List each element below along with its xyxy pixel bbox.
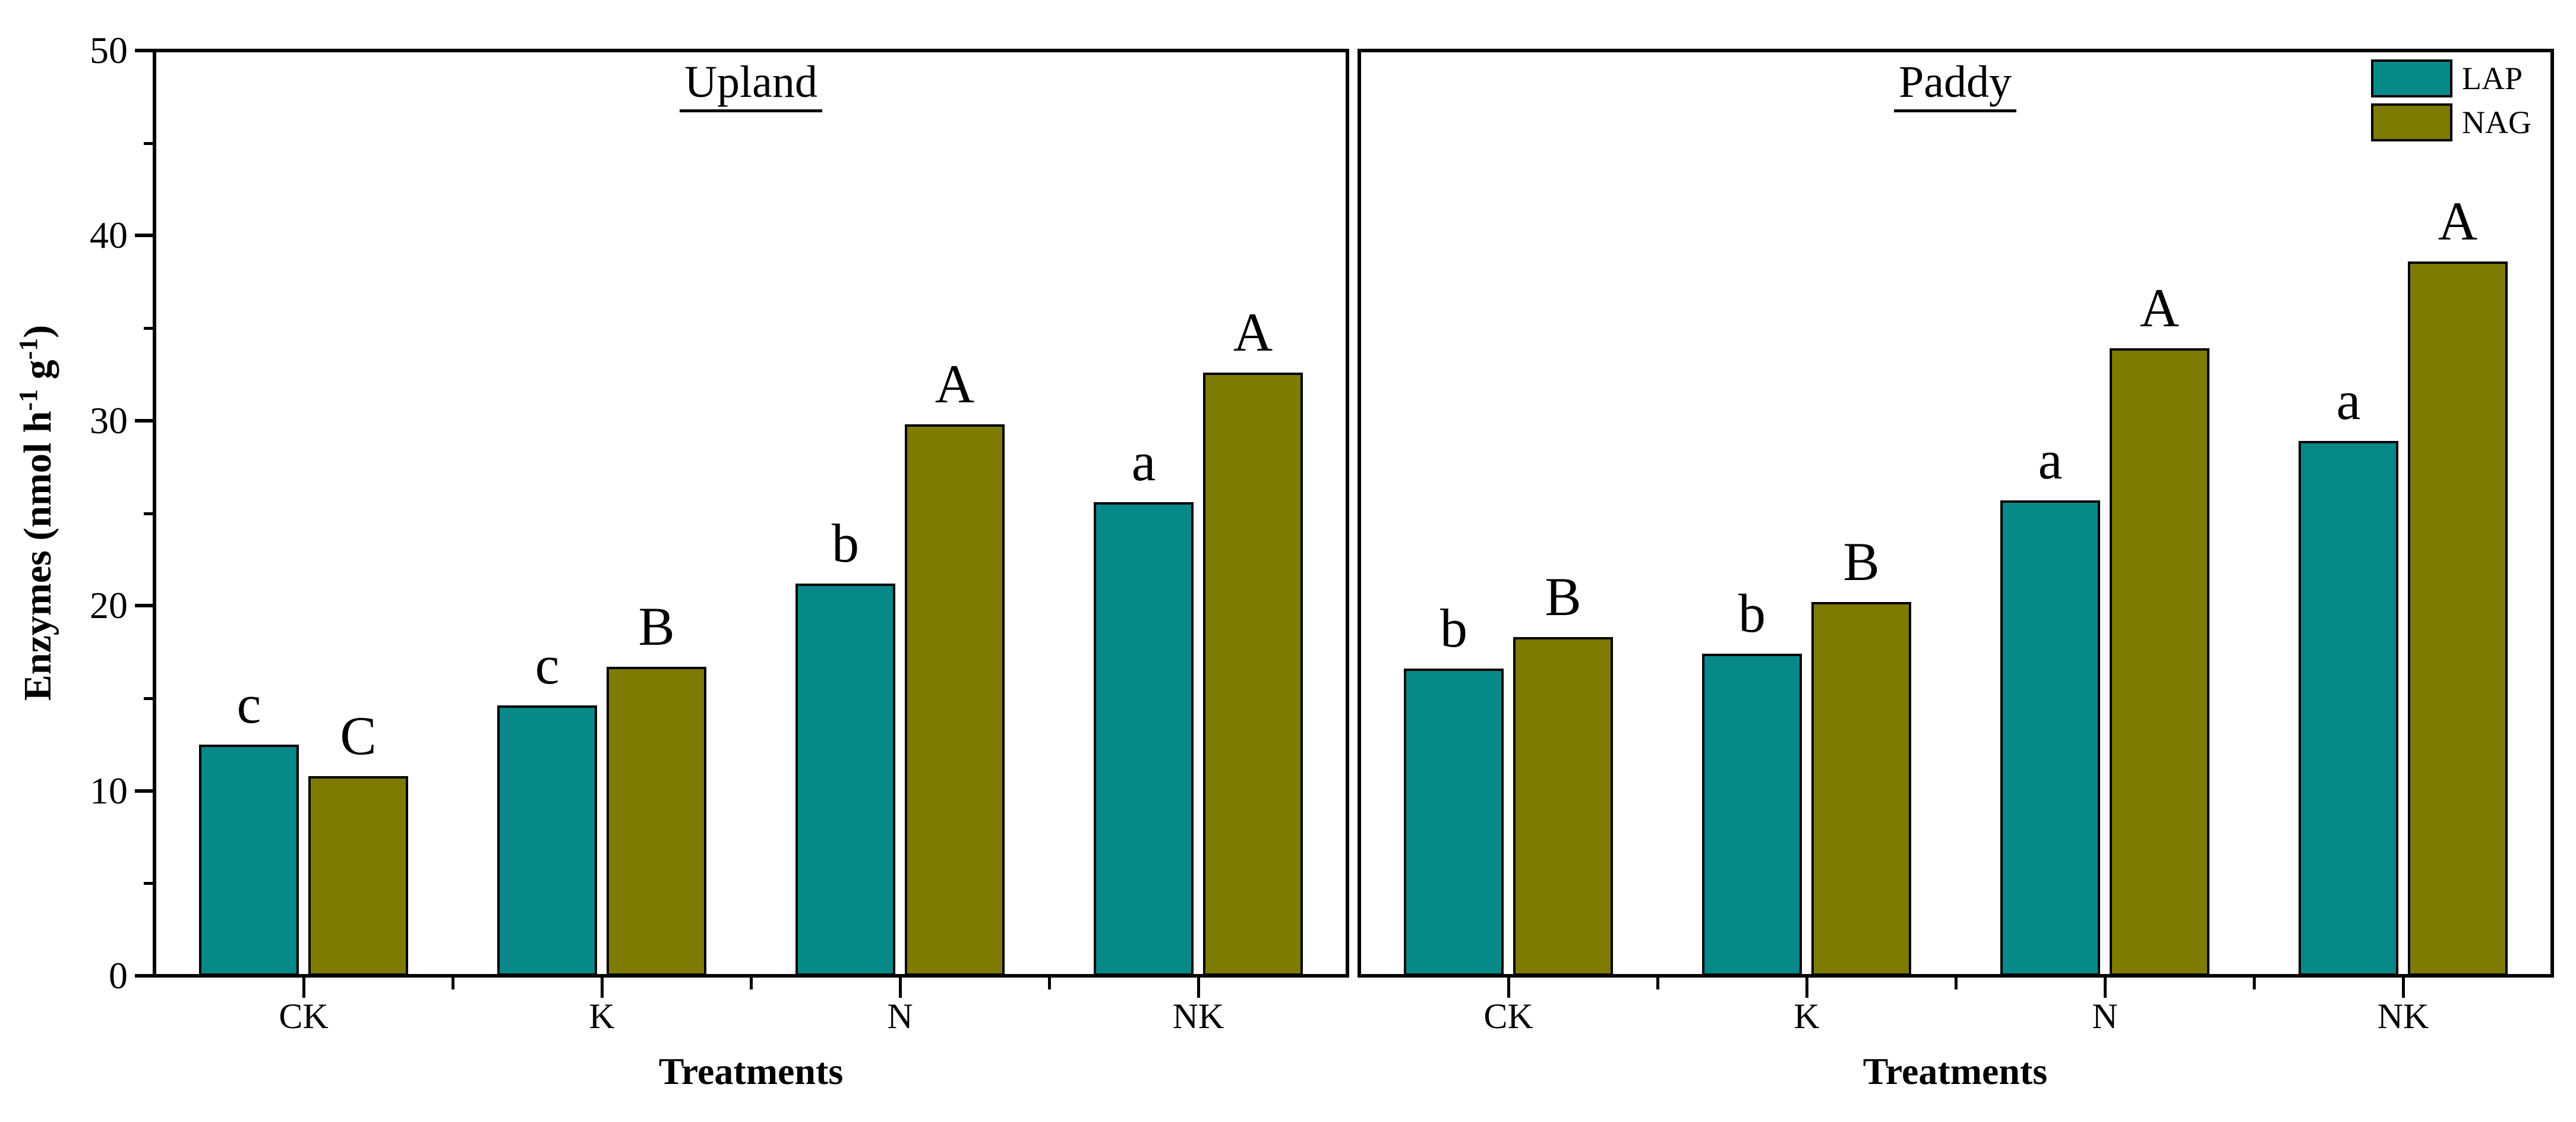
y-major-tick — [135, 419, 153, 423]
x-minor-tick — [452, 978, 454, 989]
x-category-label: N — [2092, 997, 2118, 1036]
y-tick-label: 30 — [90, 399, 128, 442]
sig-letter-upland-nag-n: A — [935, 354, 975, 414]
sig-letter-paddy-nag-ck: B — [1545, 566, 1581, 627]
y-minor-tick — [144, 697, 153, 700]
sig-letter-upland-lap-k: c — [535, 635, 560, 695]
sig-letter-paddy-nag-nk: A — [2438, 191, 2478, 251]
y-tick-label: 50 — [90, 29, 128, 71]
legend-swatch-lap — [2371, 59, 2452, 97]
bar-upland-lap-k — [497, 705, 597, 976]
y-tick-label: 10 — [90, 770, 128, 812]
x-minor-tick — [750, 978, 753, 989]
x-minor-tick — [1048, 978, 1051, 989]
legend-label-nag: NAG — [2462, 105, 2531, 140]
x-major-tick — [2402, 978, 2405, 998]
bar-upland-lap-n — [795, 584, 895, 976]
sig-letter-upland-lap-n: b — [832, 513, 859, 573]
y-major-tick — [135, 49, 153, 52]
y-axis-title-text2: g — [16, 360, 59, 389]
bar-upland-nag-nk — [1203, 373, 1303, 976]
y-major-tick — [135, 234, 153, 237]
legend-label-lap: LAP — [2462, 61, 2523, 96]
sig-letter-upland-lap-nk: a — [1131, 431, 1156, 492]
x-minor-tick — [2253, 978, 2256, 989]
x-major-tick — [899, 978, 902, 998]
bar-paddy-lap-ck — [1404, 669, 1504, 976]
panel-title-paddy: Paddy — [1747, 57, 2163, 112]
panel-frame-upland — [153, 49, 1349, 978]
x-axis-title-paddy: Treatments — [1862, 1050, 2048, 1092]
x-category-label: N — [887, 997, 913, 1036]
sig-letter-upland-nag-k: B — [638, 596, 675, 657]
x-category-label: NK — [1172, 997, 1224, 1036]
x-category-label: CK — [279, 997, 329, 1036]
bar-paddy-lap-k — [1702, 654, 1802, 976]
bar-upland-nag-n — [905, 424, 1005, 976]
panel-title-text: Upland — [680, 57, 822, 112]
bar-paddy-nag-k — [1811, 602, 1911, 976]
x-major-tick — [601, 978, 604, 998]
y-minor-tick — [144, 142, 153, 145]
bar-upland-lap-nk — [1094, 502, 1194, 976]
bar-paddy-nag-ck — [1513, 637, 1613, 976]
legend-swatch-nag — [2371, 103, 2452, 141]
y-minor-tick — [144, 327, 153, 330]
sig-letter-upland-nag-nk: A — [1233, 302, 1273, 363]
x-category-label: NK — [2377, 997, 2429, 1036]
panel-frame-paddy — [1358, 49, 2554, 978]
y-minor-tick — [144, 882, 153, 885]
y-tick-label: 20 — [90, 584, 128, 626]
sig-letter-paddy-lap-nk: a — [2336, 370, 2361, 431]
y-axis-title: Enzymes (nmol h-1 g-1) — [13, 325, 61, 701]
x-major-tick — [1507, 978, 1510, 998]
x-category-label: CK — [1483, 997, 1533, 1036]
y-tick-label: 40 — [90, 214, 128, 256]
y-major-tick — [135, 974, 153, 978]
x-minor-tick — [1955, 978, 1958, 989]
panel-title-text: Paddy — [1894, 57, 2016, 112]
bar-upland-nag-ck — [308, 776, 408, 976]
x-major-tick — [2104, 978, 2107, 998]
x-category-label: K — [589, 997, 615, 1036]
y-major-tick — [135, 604, 153, 607]
legend-row-lap: LAP — [2371, 59, 2531, 97]
sig-letter-paddy-lap-ck: b — [1440, 598, 1467, 658]
y-axis-title-sup2: -1 — [14, 338, 43, 360]
sig-letter-paddy-nag-n: A — [2139, 278, 2180, 338]
y-tick-label: 0 — [109, 954, 128, 997]
panel-title-upland: Upland — [543, 57, 959, 112]
x-category-label: K — [1794, 997, 1820, 1036]
bar-upland-nag-k — [607, 667, 706, 976]
x-major-tick — [1197, 978, 1200, 998]
legend: LAP NAG — [2371, 59, 2531, 141]
bar-upland-lap-ck — [199, 745, 299, 976]
x-minor-tick — [1656, 978, 1659, 989]
sig-letter-paddy-lap-n: a — [2038, 430, 2063, 490]
sig-letter-upland-nag-ck: C — [340, 705, 377, 766]
legend-row-nag: NAG — [2371, 103, 2531, 141]
sig-letter-paddy-lap-k: b — [1738, 583, 1766, 644]
bar-paddy-nag-nk — [2408, 261, 2508, 976]
x-major-tick — [1805, 978, 1808, 998]
bar-paddy-lap-n — [2000, 500, 2100, 976]
y-major-tick — [135, 789, 153, 793]
y-axis-title-text3: ) — [16, 324, 59, 338]
bar-paddy-lap-nk — [2299, 441, 2398, 976]
sig-letter-paddy-nag-k: B — [1843, 531, 1880, 592]
bar-paddy-nag-n — [2110, 348, 2209, 976]
sig-letter-upland-lap-ck: c — [236, 674, 261, 735]
y-axis-title-text: Enzymes (nmol h — [16, 411, 59, 701]
x-major-tick — [302, 978, 305, 998]
x-axis-title-upland: Treatments — [658, 1050, 844, 1092]
y-minor-tick — [144, 512, 153, 515]
